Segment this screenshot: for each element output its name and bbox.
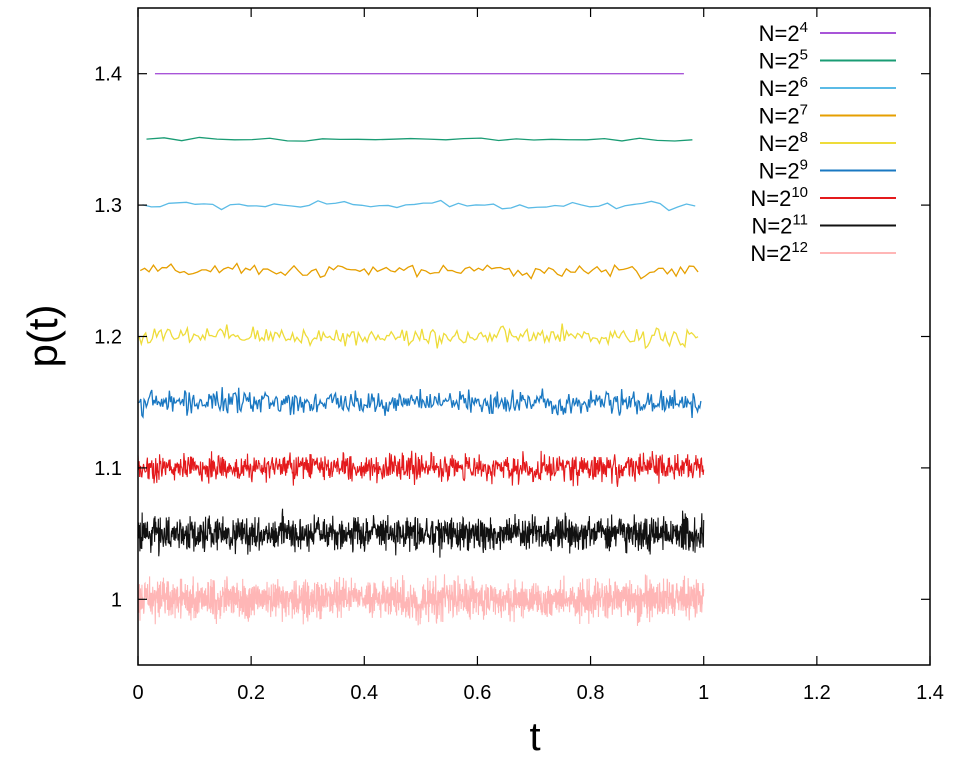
series-line-n-2-9 [138,387,702,419]
ticks-layer: 0 0.2 0.4 0.6 0.8 1 1.2 1.4 1 1.1 1.2 1.3 1.4 [94,8,944,704]
legend-label: N=210 [750,184,808,211]
legend-label: N=28 [759,129,808,156]
legend-label: N=26 [759,74,808,101]
series-line-n-2-7 [139,262,699,280]
x-tick-label: 1.4 [916,682,944,704]
series-line-n-2-11 [137,508,705,558]
x-tick-label: 1.2 [803,682,831,704]
series-line-n-2-10 [137,450,705,487]
legend-label: N=211 [751,212,808,239]
x-tick-label: 0.8 [577,682,605,704]
x-tick-label: 0.2 [237,682,265,704]
x-tick-label: 0.6 [464,682,492,704]
series-line-n-2-6 [142,199,696,212]
plot-frame [137,7,931,666]
x-tick-label: 1 [698,682,709,704]
x-axis-title: t [529,715,540,758]
y-tick-label: 1.1 [94,458,122,480]
legend-label: N=27 [759,102,808,129]
series-line-n-2-8 [138,323,699,350]
y-tick-label: 1.4 [94,64,122,86]
legend-label: N=24 [759,19,808,46]
y-tick-label: 1.2 [94,327,122,349]
y-tick-label: 1 [111,589,122,611]
y-tick-label: 1.3 [94,195,122,217]
series-line-n-2-5 [146,136,693,142]
legend-label: N=25 [759,47,808,74]
series-layer [137,73,705,626]
series-line-n-2-12 [137,574,705,626]
x-tick-label: 0.4 [350,682,378,704]
legend-label: N=212 [750,239,808,266]
x-tick-label: 0 [132,682,143,704]
legend-label: N=29 [759,157,808,184]
y-axis-title: p(t) [19,305,66,368]
